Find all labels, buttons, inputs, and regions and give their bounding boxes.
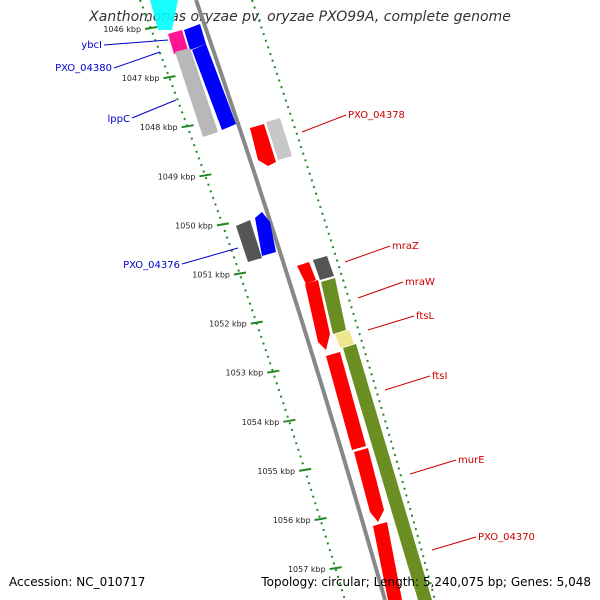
feature-cyan xyxy=(150,0,178,30)
tick-label: 1050 kbp xyxy=(175,221,213,230)
feature-murE-red xyxy=(354,448,384,522)
tick-label: 1053 kbp xyxy=(226,369,264,378)
feature-olive-long xyxy=(343,344,432,600)
feature-ftsL-yellow xyxy=(335,330,354,348)
tick-mark xyxy=(329,566,342,571)
label-murE: murE xyxy=(458,455,485,466)
genome-summary-text: Topology: circular; Length: 5,240,075 bp… xyxy=(261,575,591,589)
label-mraW: mraW xyxy=(405,277,435,288)
tick-mark xyxy=(163,75,176,80)
tick-mark xyxy=(314,517,327,521)
label-PXO_04376: PXO_04376 xyxy=(123,260,180,271)
feature-ftsL-red xyxy=(305,280,330,350)
tick-label: 1046 kbp xyxy=(103,25,141,34)
gene-labels-left: ybcI PXO_04380 lppC PXO_04376 xyxy=(55,40,180,271)
tick-label: 1051 kbp xyxy=(192,271,230,280)
tick-label: 1048 kbp xyxy=(140,123,178,132)
feature-PXO_04376-blue xyxy=(255,212,276,256)
tick-mark xyxy=(233,271,247,276)
tick-mark xyxy=(250,320,263,325)
feature-PXO_04378-grey xyxy=(266,118,292,160)
label-mraZ: mraZ xyxy=(392,241,419,252)
tick-mark xyxy=(283,418,296,423)
feature-mraW-olive xyxy=(321,278,346,334)
label-PXO_04380: PXO_04380 xyxy=(55,63,112,74)
label-lppC: lppC xyxy=(108,114,130,125)
accession-text: Accession: NC_010717 xyxy=(9,575,146,589)
tick-label: 1057 kbp xyxy=(288,565,326,574)
tick-mark xyxy=(298,467,312,472)
feature-mraZ-red xyxy=(297,262,316,284)
label-PXO_04378: PXO_04378 xyxy=(348,110,405,121)
tick-marks: 1046 kbp 1047 kbp 1048 kbp 1049 kbp 1050 kbp… xyxy=(103,25,342,574)
genome-backbone xyxy=(194,0,387,600)
tick-mark xyxy=(199,173,212,178)
label-ftsI: ftsI xyxy=(432,371,447,382)
tick-label: 1054 kbp xyxy=(242,418,280,427)
gene-labels-right: PXO_04378 mraZ mraW ftsL ftsI murE PXO_0… xyxy=(348,110,535,543)
label-lines xyxy=(103,39,477,551)
tick-mark xyxy=(144,26,158,30)
tick-mark xyxy=(267,369,280,374)
feature-PXO_04378-red xyxy=(250,124,276,166)
tick-label: 1052 kbp xyxy=(209,320,247,329)
feature-PXO_04376-grey xyxy=(236,220,262,262)
tick-mark xyxy=(181,124,194,129)
feature-PXO_04380-grey xyxy=(175,48,218,137)
forward-strand-features xyxy=(150,0,276,262)
label-ybcI: ybcI xyxy=(81,40,102,51)
reverse-strand-features xyxy=(250,118,432,600)
feature-blue-top xyxy=(184,24,206,50)
feature-lppC-blue xyxy=(192,44,236,130)
feature-PXO_04370-red xyxy=(373,522,402,600)
feature-mraW-grey xyxy=(313,256,334,280)
tick-label: 1055 kbp xyxy=(257,467,295,476)
feature-ftsI-red xyxy=(326,352,366,450)
tick-label: 1049 kbp xyxy=(158,172,196,181)
tick-label: 1047 kbp xyxy=(122,74,160,83)
outer-tick-ring xyxy=(251,0,436,600)
feature-ybcI xyxy=(168,30,188,54)
tick-label: 1056 kbp xyxy=(273,516,311,525)
label-PXO_04370: PXO_04370 xyxy=(478,532,535,543)
label-ftsL: ftsL xyxy=(416,311,434,322)
tick-mark xyxy=(216,222,230,227)
map-title: Xanthomonas oryzae pv. oryzae PXO99A, co… xyxy=(89,9,511,25)
